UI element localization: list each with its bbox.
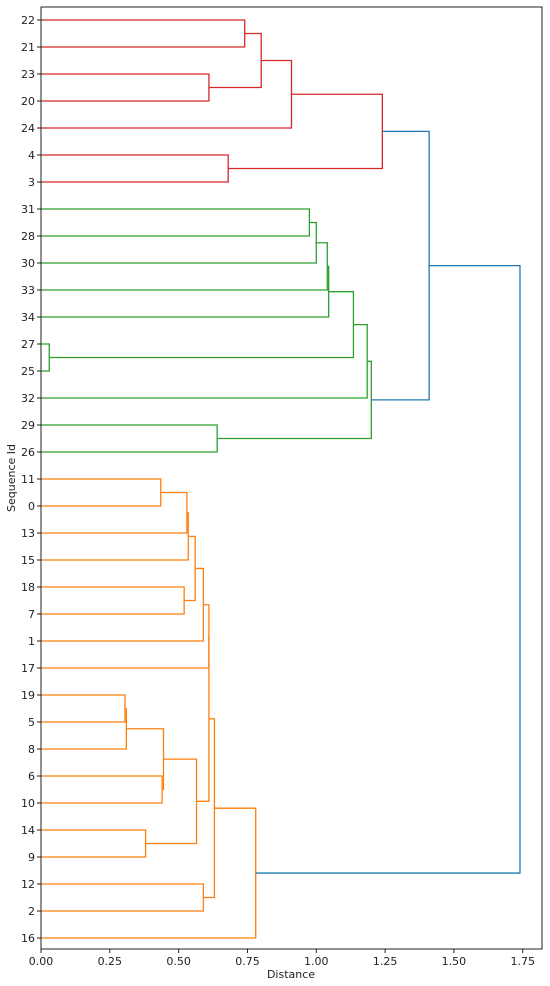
dendrogram-link — [41, 73, 210, 102]
dendrogram-link — [41, 478, 162, 507]
dendrogram-links — [41, 19, 521, 939]
y-tick-label: 24 — [21, 122, 35, 135]
y-tick-label: 2 — [28, 905, 35, 918]
y-tick-label: 27 — [21, 338, 35, 351]
dendrogram-link — [41, 707, 127, 750]
x-tick-label: 0.25 — [98, 955, 123, 968]
dendrogram-link — [41, 242, 328, 291]
y-tick-label: 23 — [21, 68, 35, 81]
dendrogram-link — [41, 19, 246, 48]
x-tick-label: 1.00 — [304, 955, 329, 968]
y-tick-label: 22 — [21, 14, 35, 27]
dendrogram-link — [41, 883, 205, 912]
y-tick-label: 3 — [28, 176, 35, 189]
y-tick-label: 11 — [21, 473, 35, 486]
y-tick-label: 19 — [21, 689, 35, 702]
y-tick-label: 0 — [28, 500, 35, 513]
y-tick-label: 34 — [21, 311, 35, 324]
y-tick-label: 29 — [21, 419, 35, 432]
y-tick-label: 6 — [28, 770, 35, 783]
y-tick-label: 32 — [21, 392, 35, 405]
y-tick-label: 13 — [21, 527, 35, 540]
dendrogram-link — [41, 154, 229, 183]
dendrogram-link — [41, 586, 185, 615]
dendrogram-link — [41, 221, 317, 264]
dendrogram-link — [41, 343, 50, 372]
dendrogram-link — [196, 636, 210, 802]
dendrogram-link — [228, 93, 383, 170]
y-tick-label: 18 — [21, 581, 35, 594]
dendrogram-link — [255, 264, 521, 874]
dendrogram-link — [126, 728, 165, 791]
dendrogram-link — [371, 130, 430, 401]
x-axis-ticks: 0.00 0.25 0.50 0.75 1.00 1.25 1.50 1.75 — [29, 949, 535, 968]
y-tick-label: 33 — [21, 284, 35, 297]
dendrogram-link — [41, 807, 257, 939]
x-tick-label: 1.50 — [442, 955, 467, 968]
dendrogram-link — [49, 291, 355, 359]
y-tick-label: 26 — [21, 446, 35, 459]
dendrogram-link — [184, 535, 196, 602]
y-axis-label: Sequence Id — [5, 444, 18, 512]
y-tick-label: 21 — [21, 41, 35, 54]
y-tick-label: 25 — [21, 365, 35, 378]
dendrogram-link — [41, 265, 330, 318]
y-tick-label: 1 — [28, 635, 35, 648]
y-tick-label: 12 — [21, 878, 35, 891]
dendrogram-link — [203, 718, 216, 899]
dendrogram-link — [217, 360, 372, 440]
y-tick-label: 31 — [21, 203, 35, 216]
dendrogram-link — [41, 512, 189, 561]
y-tick-label: 14 — [21, 824, 35, 837]
dendrogram-link — [41, 829, 147, 858]
x-tick-label: 1.25 — [373, 955, 398, 968]
x-tick-label: 0.75 — [235, 955, 260, 968]
dendrogram-link — [41, 491, 188, 534]
y-tick-label: 15 — [21, 554, 35, 567]
dendrogram-link — [208, 32, 262, 89]
y-tick-label: 17 — [21, 662, 35, 675]
dendrogram-link — [41, 694, 126, 723]
y-tick-label: 20 — [21, 95, 35, 108]
y-tick-label: 16 — [21, 932, 35, 945]
dendrogram-link — [41, 424, 218, 453]
x-tick-label: 0.50 — [166, 955, 191, 968]
dendrogram-link — [41, 775, 163, 804]
plot-frame — [40, 6, 543, 950]
y-tick-label: 5 — [28, 716, 35, 729]
dendrogram-link — [41, 323, 368, 399]
y-tick-label: 30 — [21, 257, 35, 270]
x-tick-label: 1.75 — [510, 955, 535, 968]
x-axis-label: Distance — [267, 968, 315, 981]
y-tick-label: 9 — [28, 851, 35, 864]
y-tick-label: 8 — [28, 743, 35, 756]
y-tick-label: 28 — [21, 230, 35, 243]
dendrogram-link — [41, 567, 205, 642]
y-tick-label: 4 — [28, 149, 35, 162]
dendrogram-link — [41, 208, 311, 237]
x-tick-label: 0.00 — [29, 955, 54, 968]
y-tick-label: 10 — [21, 797, 35, 810]
dendrogram-link — [41, 59, 293, 129]
dendrogram-link — [145, 758, 198, 845]
y-tick-label: 7 — [28, 608, 35, 621]
y-axis-ticks: 2221232024433128303334272532292611013151… — [21, 14, 41, 945]
